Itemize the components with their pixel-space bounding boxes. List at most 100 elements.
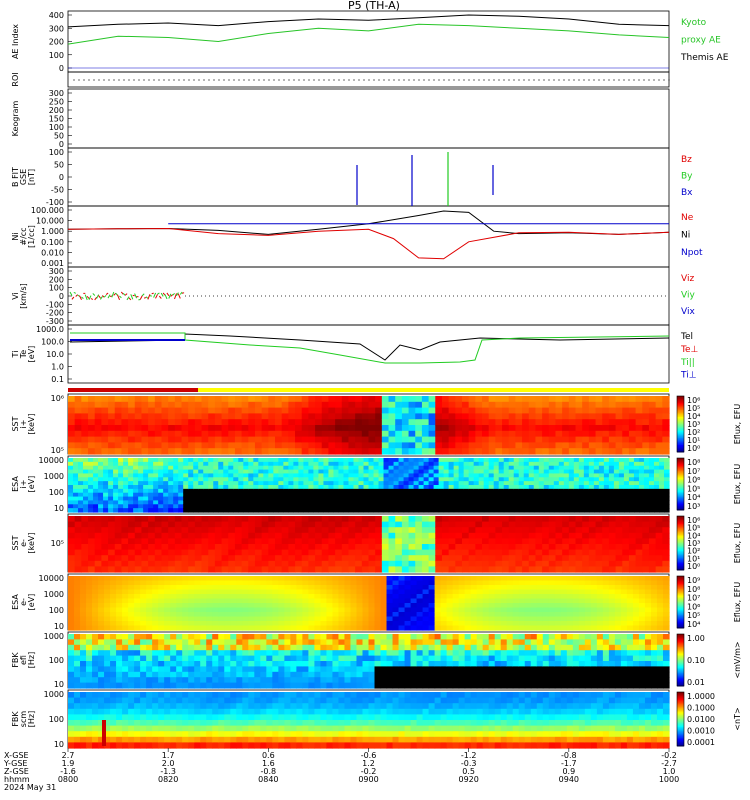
footer-value: 0840 bbox=[258, 775, 278, 784]
keogram-frame bbox=[67, 88, 670, 149]
series-ne bbox=[67, 227, 670, 260]
roi-mark bbox=[143, 79, 145, 81]
ae-tick: 0 bbox=[59, 64, 64, 73]
roi-mark bbox=[293, 79, 295, 81]
roi-mark bbox=[268, 79, 270, 81]
footer-value: 0800 bbox=[58, 775, 78, 784]
footer-value: -1.2 bbox=[461, 751, 477, 760]
fbk_e-ylabel: efi bbox=[19, 655, 28, 665]
roi-mark bbox=[248, 79, 250, 81]
roi-mark bbox=[408, 79, 410, 81]
roi-mark bbox=[438, 79, 440, 81]
bfit-ylabel: [nT] bbox=[27, 169, 36, 185]
roi-mark bbox=[523, 79, 525, 81]
ti-tick: 0.1 bbox=[51, 375, 64, 384]
roi-mark bbox=[508, 79, 510, 81]
sst_e-colorbar-tick: 10⁴ bbox=[687, 531, 700, 540]
sst_i-colorbar-label: Eflux, EFU bbox=[733, 404, 742, 445]
vi-tick: 200 bbox=[49, 275, 64, 284]
footer-row-label: 2024 May 31 bbox=[4, 783, 56, 792]
fbk_b-colorbar-tick: 0.0100 bbox=[687, 715, 715, 724]
sst-electron-spectrogram bbox=[68, 516, 670, 573]
bfit-legend-0: Bz bbox=[681, 155, 692, 165]
roi-mark bbox=[338, 79, 340, 81]
roi-mark bbox=[183, 79, 185, 81]
roi-mark bbox=[458, 79, 460, 81]
roi-mark bbox=[383, 79, 385, 81]
series-kyoto-proxy-ae bbox=[67, 23, 670, 45]
roi-mark bbox=[653, 79, 655, 81]
esa_e-colorbar-label: Eflux, EFU bbox=[733, 582, 742, 623]
esa_e-tick: 100 bbox=[49, 606, 64, 615]
roi-mark bbox=[603, 79, 605, 81]
roi-mark bbox=[223, 79, 225, 81]
ni-ylabel: #/cc bbox=[19, 227, 28, 245]
ti-legend-2: Ti|| bbox=[680, 358, 695, 368]
roi-mark bbox=[658, 79, 660, 81]
fbk-efi-spectrogram bbox=[68, 634, 670, 689]
footer-value: 0940 bbox=[559, 775, 579, 784]
ae-tick: 100 bbox=[49, 51, 64, 60]
roi-mark bbox=[138, 79, 140, 81]
bfit-legend-1: By bbox=[681, 172, 693, 182]
roi-mark bbox=[403, 79, 405, 81]
bfit-tick: -100 bbox=[46, 198, 64, 207]
footer-value: 0900 bbox=[358, 775, 378, 784]
roi-mark bbox=[168, 79, 170, 81]
roi-mark bbox=[88, 79, 90, 81]
ti-legend-3: Ti⊥ bbox=[680, 371, 697, 381]
roi-mark bbox=[288, 79, 290, 81]
footer-value: 0.6 bbox=[262, 751, 275, 760]
roi-mark bbox=[538, 79, 540, 81]
roi-mark bbox=[198, 79, 200, 81]
roi-mark bbox=[328, 79, 330, 81]
ae-legend-1: proxy AE bbox=[681, 35, 721, 45]
roi-mark bbox=[158, 79, 160, 81]
roi-mark bbox=[648, 79, 650, 81]
roi-mark bbox=[203, 79, 205, 81]
vi-tick: -200 bbox=[46, 309, 64, 318]
roi-mark bbox=[243, 79, 245, 81]
sst_e-colorbar-label: Eflux, EFU bbox=[733, 523, 742, 564]
footer-value: 0920 bbox=[458, 775, 478, 784]
fbk_e-colorbar bbox=[676, 633, 685, 687]
ae-tick: 400 bbox=[49, 11, 64, 20]
vi-legend-2: Vix bbox=[681, 307, 695, 317]
sst_e-colorbar-tick: 10⁵ bbox=[687, 524, 700, 533]
fbk-scm-spectrogram bbox=[68, 692, 670, 749]
fbk_b-ylabel: FBK bbox=[11, 711, 20, 727]
roi-mark bbox=[78, 79, 80, 81]
roi-mark bbox=[643, 79, 645, 81]
ti-legend-1: Te⊥ bbox=[680, 345, 699, 355]
esa_i-colorbar-tick: 10³ bbox=[687, 502, 700, 511]
footer-value: -0.8 bbox=[261, 767, 277, 776]
roi-mark bbox=[583, 79, 585, 81]
sst-ion-spectrogram bbox=[68, 396, 670, 455]
roi-mark bbox=[283, 79, 285, 81]
roi-mark bbox=[343, 79, 345, 81]
roi-mark bbox=[108, 79, 110, 81]
fbk_b-colorbar-tick: 0.1000 bbox=[687, 704, 715, 713]
vi-legend-0: Viz bbox=[681, 274, 694, 284]
roi-mark bbox=[258, 79, 260, 81]
esa_i-colorbar-tick: 10⁴ bbox=[687, 493, 700, 502]
esa_i-ylabel: i+ bbox=[19, 480, 28, 489]
roi-mark bbox=[393, 79, 395, 81]
roi-mark bbox=[113, 79, 115, 81]
roi-mark bbox=[448, 79, 450, 81]
ni-tick: 1.000 bbox=[41, 227, 64, 236]
roi-mark bbox=[588, 79, 590, 81]
roi-mark bbox=[638, 79, 640, 81]
roi-mark bbox=[503, 79, 505, 81]
esa_e-colorbar-tick: 10⁷ bbox=[687, 594, 700, 603]
esa_e-colorbar-tick: 10⁹ bbox=[687, 576, 700, 585]
sst_i-ylabel: i+ bbox=[19, 420, 28, 429]
esa_e-colorbar-tick: 10⁶ bbox=[687, 602, 700, 611]
roi-mark bbox=[103, 79, 105, 81]
roi-mark bbox=[228, 79, 230, 81]
roi-mark bbox=[433, 79, 435, 81]
roi-mark bbox=[213, 79, 215, 81]
fbk_b-colorbar-label: <nT> bbox=[733, 707, 742, 730]
roi-mark bbox=[148, 79, 150, 81]
